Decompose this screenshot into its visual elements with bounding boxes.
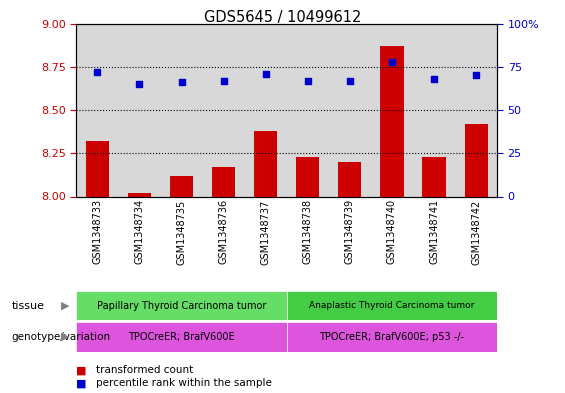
Text: genotype/variation: genotype/variation <box>11 332 110 342</box>
Bar <box>287 24 329 196</box>
Point <box>93 69 102 75</box>
Bar <box>380 46 403 196</box>
Bar <box>423 157 446 196</box>
Text: ■: ■ <box>76 365 87 375</box>
Bar <box>76 322 287 352</box>
Point <box>135 81 144 87</box>
Bar <box>296 157 319 196</box>
Text: Anaplastic Thyroid Carcinoma tumor: Anaplastic Thyroid Carcinoma tumor <box>309 301 475 310</box>
Bar <box>254 131 277 196</box>
Text: Papillary Thyroid Carcinoma tumor: Papillary Thyroid Carcinoma tumor <box>97 301 266 310</box>
Text: TPOCreER; BrafV600E: TPOCreER; BrafV600E <box>128 332 235 342</box>
Bar <box>202 24 245 196</box>
Bar <box>76 24 119 196</box>
Text: ▶: ▶ <box>60 301 69 310</box>
Point <box>303 77 312 84</box>
Bar <box>76 291 287 320</box>
Bar <box>287 322 497 352</box>
Bar <box>128 193 151 196</box>
Text: GDS5645 / 10499612: GDS5645 / 10499612 <box>204 10 361 25</box>
Text: ▶: ▶ <box>60 332 69 342</box>
Point <box>472 72 481 79</box>
Point <box>261 71 270 77</box>
Bar <box>119 24 160 196</box>
Text: transformed count: transformed count <box>96 365 193 375</box>
Bar <box>287 291 497 320</box>
Text: percentile rank within the sample: percentile rank within the sample <box>96 378 272 388</box>
Bar <box>455 24 497 196</box>
Text: tissue: tissue <box>11 301 44 310</box>
Bar <box>329 24 371 196</box>
Bar <box>464 124 488 196</box>
Bar <box>160 24 202 196</box>
Bar <box>413 24 455 196</box>
Bar <box>245 24 287 196</box>
Point <box>219 77 228 84</box>
Bar <box>86 141 109 196</box>
Bar <box>338 162 362 196</box>
Text: ■: ■ <box>76 378 87 388</box>
Bar <box>371 24 413 196</box>
Point <box>345 77 354 84</box>
Text: TPOCreER; BrafV600E; p53 -/-: TPOCreER; BrafV600E; p53 -/- <box>319 332 464 342</box>
Bar <box>170 176 193 196</box>
Bar <box>212 167 235 196</box>
Point <box>177 79 186 86</box>
Point <box>388 59 397 65</box>
Point <box>429 76 438 82</box>
